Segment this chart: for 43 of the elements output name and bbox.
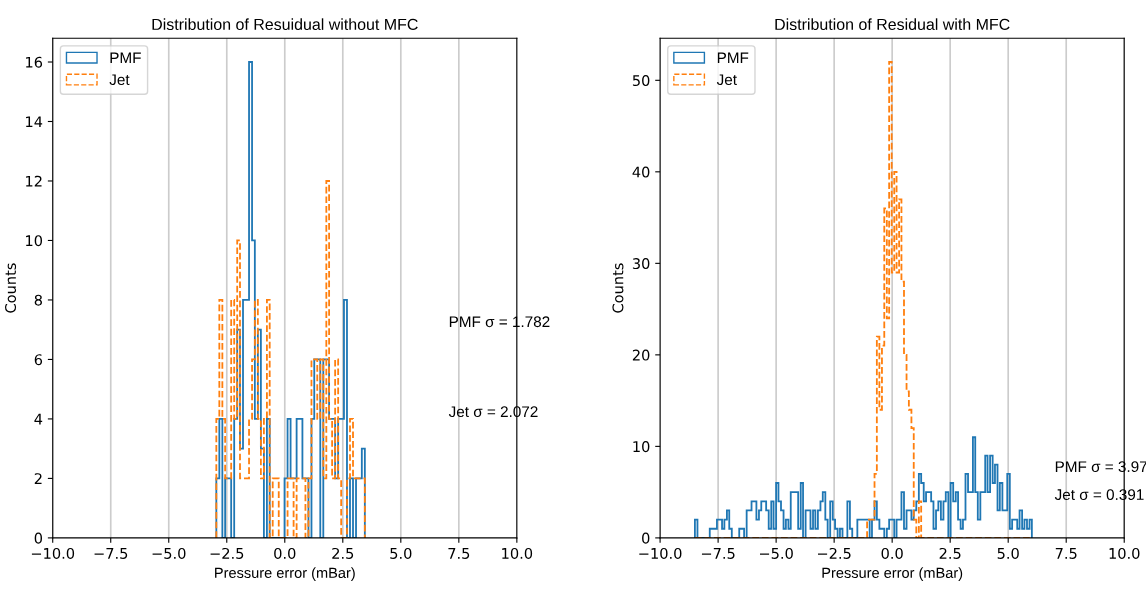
y-axis-title: Counts <box>5 263 17 313</box>
x-tick-label: −2.5 <box>210 547 244 559</box>
legend-label: Jet <box>109 74 130 86</box>
y-tick-label: 2 <box>34 473 42 484</box>
x-tick-label: 10.0 <box>502 547 533 559</box>
y-tick-label: 6 <box>34 354 43 366</box>
x-tick-label: 5.0 <box>390 547 412 559</box>
y-tick-label: 30 <box>632 258 650 270</box>
x-tick-label: 2.5 <box>939 547 961 559</box>
legend-label: PMF <box>717 52 749 64</box>
x-tick-label: −5.0 <box>759 547 793 559</box>
y-tick-label: 40 <box>632 166 650 178</box>
x-tick-label: 7.5 <box>448 548 470 559</box>
x-tick-label: −2.5 <box>817 547 851 559</box>
x-tick-label: 0.0 <box>881 547 903 559</box>
chart-title: Distribution of Resuidual without MFC <box>152 18 418 31</box>
x-tick-label: 2.5 <box>332 547 354 559</box>
y-axis-title: Counts <box>612 263 624 313</box>
x-tick-label: 7.5 <box>1055 548 1077 559</box>
x-tick-label: 5.0 <box>997 547 1019 559</box>
x-tick-label: 0.0 <box>274 547 296 559</box>
y-tick-label: 12 <box>26 175 42 187</box>
x-tick-label: 10.0 <box>1109 547 1140 559</box>
x-tick-label: −7.5 <box>701 548 735 559</box>
y-tick-label: 50 <box>632 75 650 87</box>
y-tick-label: 10 <box>26 235 43 247</box>
y-tick-label: 0 <box>642 532 650 544</box>
y-tick-label: 4 <box>34 413 43 425</box>
x-axis-title: Pressure error (mBar) <box>822 567 963 581</box>
x-tick-label: −10.0 <box>639 547 682 559</box>
x-tick-label: −5.0 <box>152 547 186 559</box>
legend-label: Jet <box>716 74 737 86</box>
y-tick-label: 10 <box>633 441 650 453</box>
y-tick-label: 14 <box>26 116 43 128</box>
y-tick-label: 8 <box>34 294 42 306</box>
x-tick-label: −10.0 <box>31 547 75 559</box>
legend-label: PMF <box>110 52 141 64</box>
x-tick-label: −7.5 <box>94 548 128 559</box>
y-tick-label: 0 <box>34 532 43 544</box>
chart-title: Distribution of Residual with MFC <box>775 18 1010 31</box>
x-axis-title: Pressure error (mBar) <box>215 567 355 581</box>
y-tick-label: 20 <box>632 349 650 361</box>
y-tick-label: 16 <box>26 56 43 68</box>
